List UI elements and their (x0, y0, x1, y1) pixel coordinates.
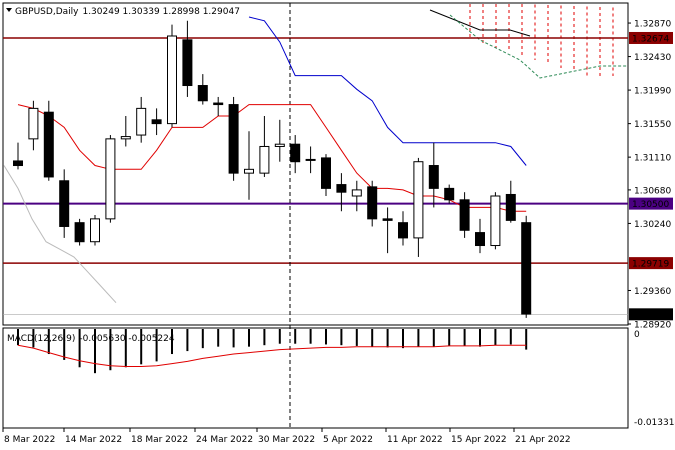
candle-bear (398, 222, 408, 239)
candle-bull (351, 189, 362, 197)
chart-header: GBPUSD,Daily 1.30249 1.30339 1.28998 1.29… (15, 7, 240, 17)
symbol-label: GBPUSD (15, 7, 53, 17)
candle-bear (59, 180, 70, 227)
price-tick-label: 1.31990 (634, 87, 671, 97)
candle-bull (305, 158, 316, 161)
level-price-label: 1.30500 (632, 200, 669, 210)
macd-signal-line (17, 344, 527, 367)
macd-histogram (17, 329, 528, 374)
price-panel-frame (2, 2, 629, 326)
level-price-tag (629, 197, 673, 210)
candle-bear (336, 184, 347, 193)
candle-bear (505, 193, 516, 221)
level-price-tag (629, 257, 673, 270)
ichimoku-cloud (429, 4, 628, 79)
candle-bull (167, 35, 177, 125)
macd-values: -0.005630 -0.005224 (79, 334, 175, 344)
candle-bear (13, 160, 23, 167)
candle-bull (274, 143, 285, 147)
candle-bull (120, 136, 131, 140)
candle-bull (105, 138, 116, 220)
date-tick-label: 5 Apr 2022 (323, 435, 373, 445)
candle-bear (459, 199, 470, 231)
level-price-label: 1.32674 (632, 34, 669, 44)
date-tick-label: 18 Mar 2022 (131, 435, 188, 445)
candle-bear (151, 119, 162, 125)
price-tick-label: 1.31110 (634, 154, 671, 164)
candle-bear (213, 102, 224, 106)
level-price-label: 1.29719 (632, 260, 669, 270)
price-axis: 1.32674 1.30500 1.29719 1.29047 1.32870 1.324… (628, 20, 673, 331)
date-tick-label: 30 Mar 2022 (258, 435, 315, 445)
candle-bear (367, 186, 378, 220)
candle-bear (228, 104, 239, 174)
price-tick-label: 1.32870 (634, 20, 671, 30)
date-tick-label: 11 Apr 2022 (387, 435, 443, 445)
price-tick-label: 1.29360 (634, 287, 671, 297)
dropdown-triangle-icon[interactable] (6, 8, 12, 12)
date-tick-label: 21 Apr 2022 (515, 435, 571, 445)
candle-bear (444, 187, 455, 201)
candle-bear (321, 157, 331, 189)
price-tick-label: 1.31550 (634, 120, 671, 130)
level-price-tag (629, 31, 673, 44)
candle-bear (182, 39, 193, 87)
date-axis: 8 Mar 2022 14 Mar 2022 18 Mar 2022 24 Mar 2… (2, 428, 571, 445)
candle-bull (244, 168, 254, 174)
chikou-line (3, 165, 117, 304)
candle-bull (136, 107, 147, 136)
ohlc-values: 1.30249 1.30339 1.28998 1.29047 (82, 7, 239, 17)
price-tick-label: 1.30240 (634, 220, 671, 230)
date-tick-label: 15 Apr 2022 (451, 435, 507, 445)
date-tick-label: 14 Mar 2022 (65, 435, 122, 445)
macd-tick-label: 0 (634, 330, 640, 340)
candle-bear (521, 222, 532, 315)
candle-bear (475, 232, 485, 247)
macd-label: MACD(12,26,9) (7, 334, 75, 344)
level-price-label: 1.29047 (632, 311, 669, 321)
macd-axis: 0 -0.013314 (634, 330, 675, 428)
candle-bear (290, 143, 301, 163)
candle-bear (43, 111, 54, 178)
level-price-tag (629, 308, 673, 321)
price-tick-label: 1.30680 (634, 186, 671, 196)
candle-bear (428, 165, 439, 189)
macd-panel-frame (2, 327, 629, 429)
timeframe-label: Daily (56, 7, 79, 17)
senkou-span-a-line (429, 9, 531, 37)
senkou-span-b-line (449, 14, 628, 79)
candle-bull (259, 145, 270, 174)
candle-bull (90, 218, 100, 243)
candle-bear (197, 85, 208, 102)
price-tick-label: 1.32430 (634, 53, 671, 63)
candle-bull (413, 161, 424, 239)
kijun-line (248, 16, 527, 166)
macd-tick-label: -0.013314 (634, 418, 675, 428)
candle-bull (28, 107, 39, 140)
date-tick-label: 24 Mar 2022 (196, 435, 253, 445)
indicator-lines (3, 16, 527, 304)
price-tick-label: 1.28920 (634, 321, 671, 331)
candle-bull (490, 195, 501, 247)
tenkan-line (17, 104, 527, 212)
date-tick-label: 8 Mar 2022 (4, 435, 55, 445)
candle-bear (74, 222, 85, 243)
macd-header: MACD(12,26,9) -0.005630 -0.005224 (7, 334, 175, 344)
candle-bear (382, 218, 393, 221)
candles (13, 20, 532, 318)
